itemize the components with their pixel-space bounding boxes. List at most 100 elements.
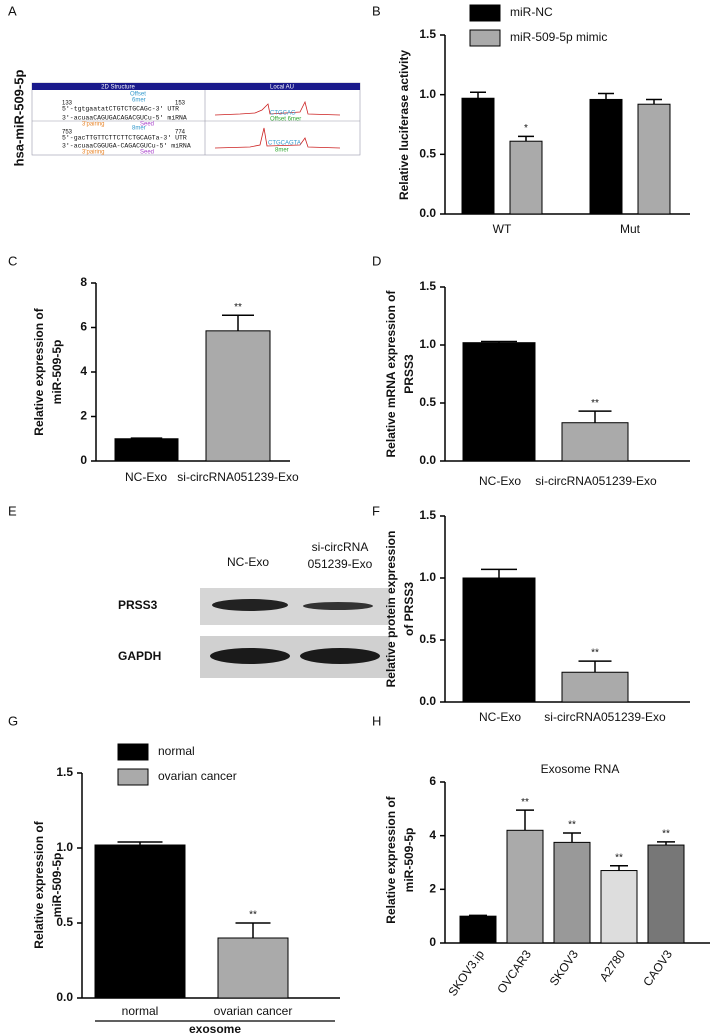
significance: ** (662, 828, 670, 839)
significance: ** (234, 302, 242, 313)
legend-label: miR-NC (510, 5, 553, 19)
y-axis-label: miR-509-5p (402, 828, 416, 893)
error-bar (657, 841, 675, 846)
error-bar (470, 91, 486, 99)
y-tick-label: 1.0 (419, 337, 436, 351)
bar (600, 870, 638, 944)
au-seq: CTGCAG (270, 111, 296, 117)
significance: ** (615, 852, 623, 863)
band (303, 602, 373, 610)
y-tick-label: 1.5 (419, 508, 436, 522)
site-type: 8mer (132, 126, 146, 132)
lane-label: NC-Exo (227, 555, 269, 569)
bar (217, 937, 289, 999)
y-axis-label: Relative protein expression (384, 531, 398, 688)
panel-label: C (8, 253, 17, 268)
y-axis-label: Relative expression of (32, 307, 46, 435)
x-tick-label: Mut (620, 222, 641, 236)
y-tick-label: 1.5 (419, 27, 436, 41)
error-bar (481, 340, 517, 343)
error-bar (518, 135, 534, 142)
header: Local AU (270, 85, 294, 91)
bar (561, 671, 629, 703)
band (212, 599, 288, 611)
band (300, 648, 380, 664)
y-tick-label: 0.5 (419, 632, 436, 646)
au-plot (214, 100, 341, 116)
bar (94, 844, 186, 999)
legend-label: miR-509-5p mimic (510, 30, 607, 44)
bar (561, 422, 629, 462)
utr-seq: 5'-tgtgaatatCTGTCTGCAGc-3' UTR (62, 106, 179, 113)
start: 133 (62, 101, 73, 107)
error-bar (481, 568, 517, 578)
x-axis-label: exosome (189, 1022, 241, 1034)
start: 753 (62, 130, 73, 136)
y-axis-label: miR-509-5p (50, 853, 64, 918)
y-tick-label: 2 (429, 882, 436, 896)
x-tick-label: CAOV3 (640, 947, 675, 989)
y-tick-label: 1.0 (419, 570, 436, 584)
y-axis-label: PRSS3 (402, 354, 416, 394)
x-tick-label: OVCAR3 (494, 947, 534, 996)
significance: ** (568, 820, 576, 831)
error-bar (598, 92, 614, 100)
error-bar (516, 809, 534, 831)
bar (589, 98, 623, 215)
y-tick-label: 4 (429, 828, 436, 842)
y-tick-label: 0 (429, 935, 436, 949)
x-tick-label: A2780 (597, 947, 629, 984)
panel-label: H (372, 713, 381, 728)
bar (114, 438, 179, 462)
error-bar (646, 98, 662, 105)
bar (647, 844, 685, 944)
y-tick-label: 8 (80, 275, 87, 289)
x-tick-label: SKOV3 (547, 947, 582, 988)
bar (553, 841, 591, 944)
x-tick-label: NC-Exo (479, 710, 521, 724)
y-tick-label: 6 (429, 774, 436, 788)
utr-seq: 5'-gacTTGTTCTTCTTCTGCAGTa-3' UTR (62, 135, 187, 142)
y-tick-label: 0.0 (419, 694, 436, 708)
y-tick-label: 0.0 (419, 206, 436, 220)
bar (459, 915, 497, 944)
y-axis-label: Relative mRNA expression of (384, 290, 398, 458)
y-tick-label: 0.5 (419, 147, 436, 161)
x-tick-label: normal (122, 1004, 159, 1018)
x-tick-label: NC-Exo (479, 474, 521, 488)
row-label: GAPDH (118, 649, 161, 663)
y-tick-label: 0.0 (56, 990, 73, 1004)
site-type: 6mer (132, 98, 146, 104)
legend-swatch (469, 29, 501, 47)
end: 774 (175, 130, 186, 136)
seed: Seed (140, 122, 154, 128)
panel-label: F (372, 503, 380, 518)
lane-label: 051239-Exo (308, 557, 373, 571)
panel-label: B (372, 3, 381, 18)
x-tick-label: si-circRNA051239-Exo (535, 474, 657, 488)
au-type: 8mer (275, 148, 289, 154)
y-axis-label: Relative luciferase activity (397, 50, 411, 200)
legend-swatch (117, 743, 149, 761)
y-tick-label: 4 (80, 364, 87, 378)
legend-swatch (117, 768, 149, 786)
mirna-seq: 3'-acuaaCAGUGACAGACGUCu-5' miRNA (62, 115, 187, 122)
y-tick-label: 0.0 (419, 453, 436, 467)
y-tick-label: 1.5 (56, 765, 73, 779)
panel-label: E (8, 503, 17, 518)
significance: ** (591, 648, 599, 659)
x-tick-label: WT (493, 222, 512, 236)
legend-swatch (469, 4, 501, 22)
error-bar (563, 832, 581, 843)
site-label: Offset (130, 92, 146, 98)
mirna-seq: 3'-acuaaCGGUGA-CAGACGUCu-5' miRNA (62, 143, 191, 150)
y-axis-label: miR-509-5p (50, 340, 64, 405)
header-bar (32, 83, 360, 90)
y-axis-label: Relative expression of (384, 795, 398, 923)
legend-label: ovarian cancer (158, 769, 237, 783)
significance: * (524, 123, 528, 134)
y-tick-label: 1.5 (419, 279, 436, 293)
bar (509, 140, 543, 215)
legend-label: normal (158, 744, 195, 758)
